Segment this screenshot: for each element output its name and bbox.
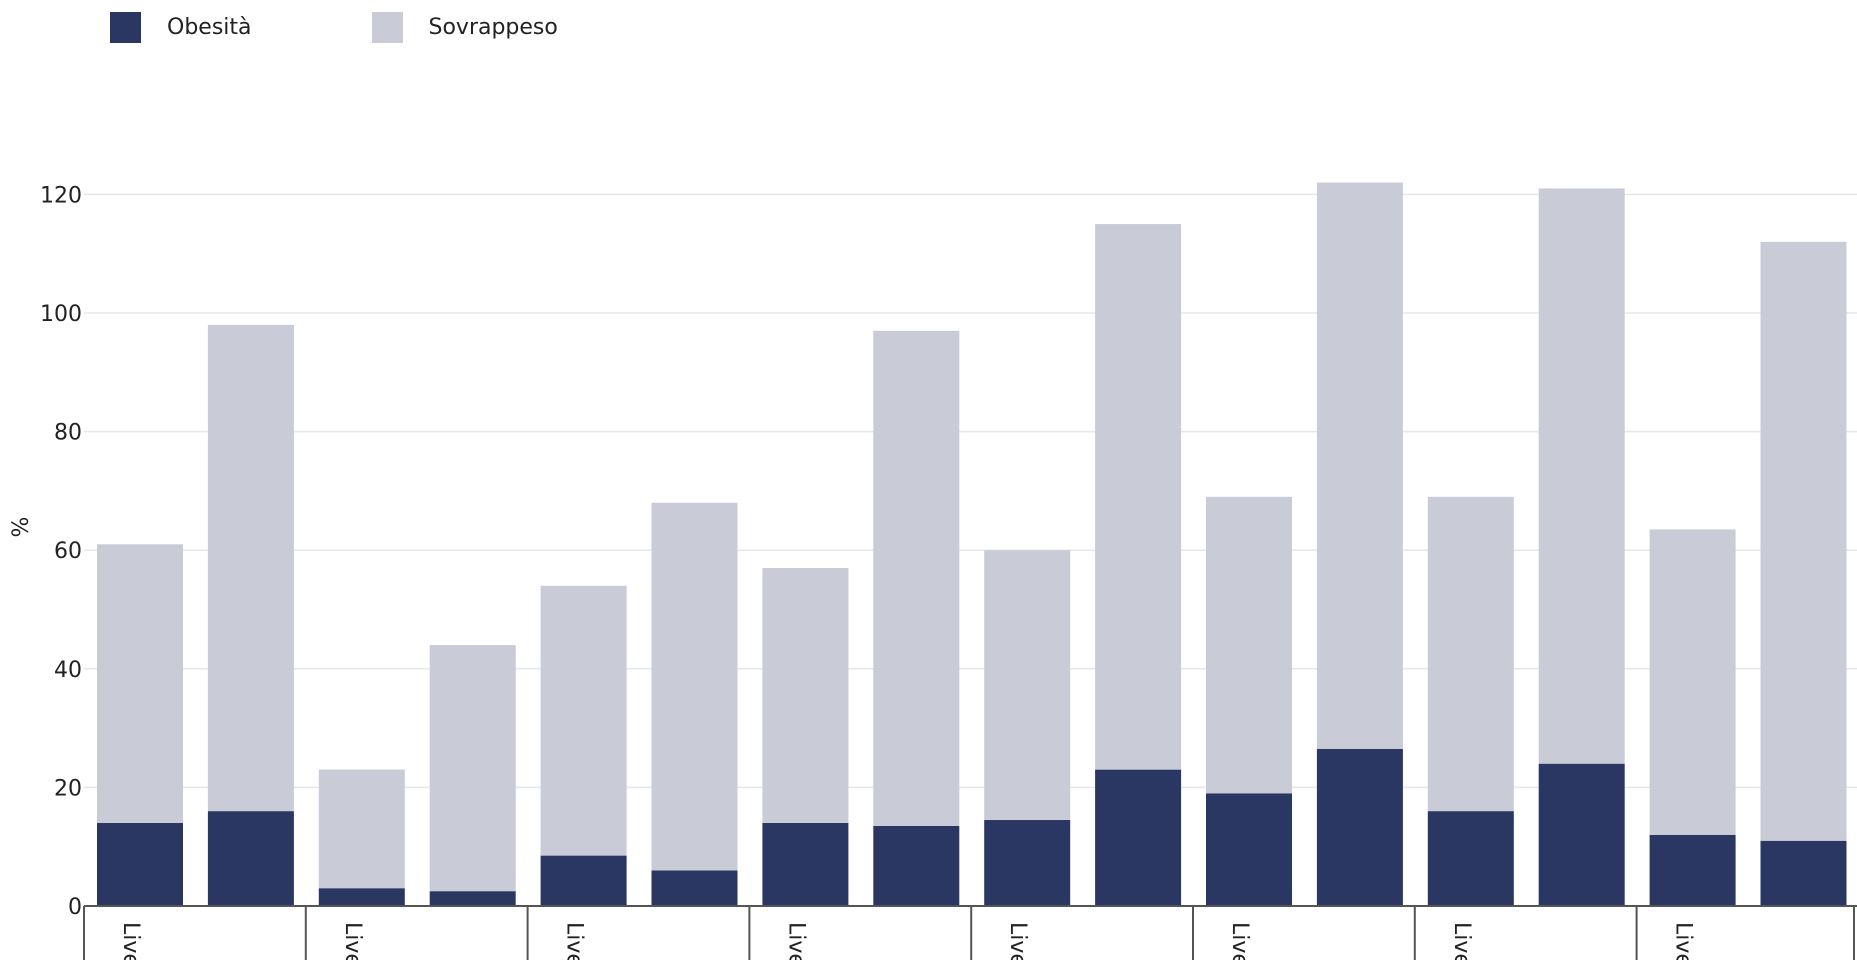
bar-obesita [1760, 840, 1847, 906]
bar-sovrappeso [429, 645, 516, 892]
x-category-label: Live [1449, 922, 1474, 960]
y-tick-label: 40 [54, 658, 82, 683]
bar-sovrappeso [540, 585, 627, 856]
bar-obesita [651, 870, 738, 906]
bar-sovrappeso [651, 502, 738, 871]
bar-obesita [762, 822, 849, 906]
bar-sovrappeso [984, 550, 1071, 821]
bar-sovrappeso [1095, 224, 1182, 770]
bar-obesita [1206, 793, 1292, 906]
y-tick-label: 120 [40, 183, 82, 208]
x-category-label: Live [783, 922, 808, 960]
bar-obesita [97, 822, 183, 906]
x-category-label: Live [118, 922, 143, 960]
y-axis-label: % [9, 517, 34, 538]
bar-sovrappeso [762, 567, 849, 823]
legend-label: Sovrappeso [428, 14, 558, 40]
bar-sovrappeso [1206, 496, 1292, 794]
bar-obesita [429, 891, 516, 906]
bar-sovrappeso [1649, 529, 1736, 835]
x-category-label: Live [340, 922, 365, 960]
bar-obesita [1316, 748, 1403, 906]
y-tick-label: 80 [54, 421, 82, 446]
legend-label: Obesità [167, 14, 252, 40]
chart-legend: Obesità Sovrappeso [110, 10, 678, 44]
x-category-label: Live [1671, 922, 1696, 960]
x-category-label: Live [1005, 922, 1030, 960]
y-tick-label: 100 [40, 302, 82, 327]
bar-obesita [873, 825, 960, 906]
legend-swatch [371, 11, 403, 43]
legend-swatch [110, 11, 141, 43]
y-tick-label: 60 [54, 539, 82, 564]
bar-sovrappeso [318, 769, 405, 889]
bar-obesita [1095, 769, 1182, 906]
bar-sovrappeso [1427, 496, 1514, 812]
bar-sovrappeso [1538, 188, 1625, 764]
bar-obesita [540, 855, 627, 906]
x-category-label: Live [1227, 922, 1252, 960]
axes: 0 20 40 60 80 100 120% Live Live Live Live Live Live… [9, 183, 1857, 960]
bar-obesita [1649, 834, 1736, 906]
bars [97, 182, 1847, 906]
bar-sovrappeso [873, 330, 960, 826]
y-tick-label: 0 [68, 895, 82, 920]
bar-sovrappeso [1760, 241, 1847, 841]
bar-obesita [984, 820, 1071, 906]
x-category-label: Live [562, 922, 587, 960]
legend-item: Sovrappeso [371, 11, 558, 43]
bar-obesita [318, 888, 405, 906]
bar-obesita [207, 811, 294, 906]
bar-obesita [1538, 763, 1625, 906]
bar-obesita [1427, 811, 1514, 906]
bar-sovrappeso [97, 544, 183, 823]
bar-sovrappeso [207, 324, 294, 812]
bar-sovrappeso [1316, 182, 1403, 749]
y-tick-label: 20 [54, 776, 82, 801]
legend-item: Obesità [110, 11, 252, 43]
